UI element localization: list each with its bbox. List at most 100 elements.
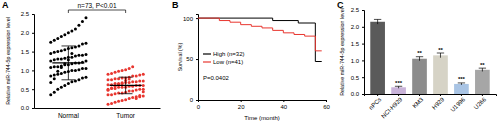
- error-cap: [119, 93, 133, 94]
- data-point: [110, 72, 113, 75]
- bar: [454, 84, 469, 94]
- tick-mark: [326, 100, 327, 102]
- tick-label: 0.5: [351, 75, 360, 81]
- tick-label: 2.0: [21, 30, 30, 36]
- panel-B: B0501000204060Survival (%)Time (month)Hi…: [172, 0, 330, 121]
- error-bar: [416, 57, 423, 61]
- tick: nPCs: [368, 94, 383, 111]
- tick: Normal: [58, 108, 80, 119]
- data-point: [74, 69, 77, 72]
- tick-mark: [362, 77, 364, 78]
- tick: U266: [473, 94, 488, 111]
- x-axis: Normal Tumor: [35, 108, 161, 119]
- plot-area: [198, 18, 322, 61]
- error-bar: [395, 86, 402, 88]
- data-point: [49, 52, 52, 55]
- data-point: [121, 82, 124, 85]
- data-point: [131, 65, 134, 68]
- tick-label: 0.5: [21, 87, 30, 93]
- data-point: [107, 89, 110, 92]
- data-point: [135, 75, 138, 78]
- significance-label: ***: [458, 76, 466, 82]
- tick-label: NCI-H929: [380, 96, 404, 120]
- error-whisker: [68, 46, 69, 80]
- error-cap: [119, 77, 133, 78]
- tick: 0: [190, 97, 198, 103]
- significance-label: **: [438, 47, 443, 53]
- data-point: [70, 46, 73, 49]
- data-point: [131, 90, 134, 93]
- data-point: [128, 67, 131, 70]
- data-point: [110, 102, 113, 105]
- error-cap: [437, 53, 444, 54]
- data-point: [128, 97, 131, 100]
- tick: KM3: [411, 94, 424, 109]
- significance-label: **: [480, 62, 485, 68]
- bar: [412, 59, 427, 94]
- data-point: [70, 69, 73, 72]
- error-cap: [458, 82, 465, 83]
- data-point: [142, 94, 145, 97]
- tick-mark: [283, 100, 284, 102]
- tick: 100: [183, 16, 198, 22]
- tick-label: 100: [183, 16, 194, 22]
- data-point: [84, 16, 87, 19]
- significance-label: **: [417, 50, 422, 56]
- data-point: [67, 31, 70, 34]
- data-point: [81, 76, 84, 79]
- y-axis: 0 50 100: [183, 15, 199, 104]
- data-point: [53, 77, 56, 80]
- error-cap: [479, 68, 486, 69]
- tick: 20: [238, 100, 245, 110]
- data-point: [142, 79, 145, 82]
- legend: High (n=32)Low (n=41): [203, 51, 245, 65]
- data-point: [77, 44, 80, 47]
- tick-label: 1.5: [351, 41, 360, 47]
- data-point: [49, 60, 52, 63]
- tick-label: 2.5: [351, 7, 360, 13]
- data-point: [121, 86, 124, 89]
- data-point: [63, 84, 66, 87]
- y-axis-title: Relative miR-744-5p expression level: [5, 17, 11, 105]
- data-point: [117, 70, 120, 73]
- data-point: [70, 80, 73, 83]
- tick: 60: [323, 100, 330, 110]
- tick-label: 1.0: [21, 68, 30, 74]
- data-point: [49, 41, 52, 44]
- error-bar: [437, 53, 444, 58]
- tick-mark: [362, 44, 364, 45]
- data-point: [114, 92, 117, 95]
- tick-label: 40: [280, 104, 287, 110]
- data-point: [84, 67, 87, 70]
- data-point: [81, 67, 84, 70]
- tick: 2.0: [21, 30, 34, 36]
- bar: [433, 55, 448, 94]
- data-point: [77, 68, 80, 71]
- y-axis-title: Survival (%): [177, 42, 183, 71]
- data-point: [60, 66, 63, 69]
- axis-line: [32, 15, 35, 109]
- legend-swatch: [203, 61, 211, 62]
- tick-label: KM3: [411, 96, 424, 109]
- tick-label: Tumor: [116, 112, 135, 119]
- tick-label: 2.5: [21, 11, 30, 17]
- tick: 2.5: [351, 7, 364, 13]
- tick-label: 50: [186, 56, 193, 62]
- error-cap: [416, 56, 423, 57]
- data-point: [63, 33, 66, 36]
- tick-label: H929: [431, 96, 446, 111]
- panel-label: B: [172, 0, 179, 10]
- tick-label: U266: [473, 96, 488, 111]
- data-point: [135, 80, 138, 83]
- data-point: [110, 78, 113, 81]
- data-point: [117, 86, 120, 89]
- tick: 2.0: [351, 24, 364, 30]
- error-bar: [479, 68, 486, 71]
- data-point: [135, 88, 138, 91]
- data-point: [74, 55, 77, 58]
- axis-line: [35, 108, 161, 109]
- data-point: [142, 90, 145, 93]
- tick: NCI-H929: [380, 94, 404, 119]
- data-point: [67, 82, 70, 85]
- data-point: [84, 53, 87, 56]
